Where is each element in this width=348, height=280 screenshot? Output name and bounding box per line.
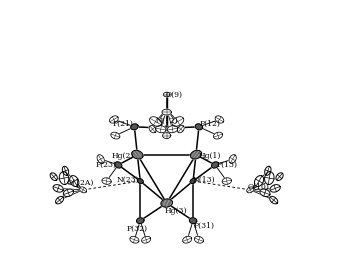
- Polygon shape: [97, 155, 104, 164]
- Polygon shape: [270, 196, 278, 204]
- Polygon shape: [215, 116, 224, 123]
- Polygon shape: [195, 124, 203, 130]
- Polygon shape: [247, 187, 254, 193]
- Polygon shape: [111, 132, 120, 139]
- Polygon shape: [276, 173, 283, 181]
- Polygon shape: [183, 236, 192, 243]
- Text: O(9): O(9): [166, 90, 182, 99]
- Polygon shape: [161, 199, 173, 207]
- Text: P(23): P(23): [95, 161, 116, 169]
- Polygon shape: [150, 117, 161, 126]
- Polygon shape: [260, 189, 270, 197]
- Polygon shape: [59, 172, 69, 185]
- Polygon shape: [265, 166, 271, 175]
- Text: N(12): N(12): [156, 117, 178, 125]
- Polygon shape: [50, 173, 57, 181]
- Polygon shape: [213, 132, 222, 139]
- Polygon shape: [63, 189, 73, 197]
- Polygon shape: [62, 166, 69, 175]
- Polygon shape: [163, 133, 171, 139]
- Polygon shape: [56, 196, 64, 204]
- Polygon shape: [142, 236, 151, 243]
- Polygon shape: [212, 162, 219, 168]
- Text: P(32): P(32): [127, 225, 148, 233]
- Polygon shape: [149, 125, 156, 133]
- Polygon shape: [130, 236, 139, 243]
- Polygon shape: [189, 218, 197, 224]
- Polygon shape: [167, 125, 178, 133]
- Polygon shape: [70, 176, 79, 186]
- Polygon shape: [102, 178, 111, 184]
- Polygon shape: [195, 236, 204, 243]
- Polygon shape: [162, 109, 171, 115]
- Polygon shape: [110, 116, 118, 123]
- Text: P(13): P(13): [216, 161, 237, 169]
- Text: O(10): O(10): [248, 183, 270, 191]
- Polygon shape: [229, 155, 236, 164]
- Polygon shape: [136, 218, 144, 224]
- Text: N(13): N(13): [193, 176, 215, 184]
- Polygon shape: [222, 178, 231, 184]
- Text: Hg(3): Hg(3): [164, 207, 187, 215]
- Polygon shape: [172, 117, 184, 126]
- Polygon shape: [270, 185, 280, 192]
- Polygon shape: [131, 124, 138, 130]
- Polygon shape: [132, 150, 143, 159]
- Polygon shape: [137, 178, 143, 184]
- Text: Hg(1): Hg(1): [199, 152, 221, 160]
- Polygon shape: [190, 178, 196, 184]
- Polygon shape: [264, 172, 274, 185]
- Polygon shape: [164, 92, 170, 97]
- Text: O(12A): O(12A): [67, 179, 94, 186]
- Polygon shape: [164, 126, 170, 130]
- Text: P(12): P(12): [200, 120, 221, 128]
- Polygon shape: [177, 125, 184, 133]
- Polygon shape: [53, 185, 63, 192]
- Text: P(21): P(21): [112, 120, 133, 128]
- Polygon shape: [156, 125, 166, 133]
- Polygon shape: [254, 176, 264, 186]
- Polygon shape: [80, 187, 87, 193]
- Text: P(31): P(31): [194, 222, 215, 230]
- Text: N(23): N(23): [117, 176, 139, 184]
- Polygon shape: [114, 162, 122, 168]
- Polygon shape: [190, 150, 202, 159]
- Text: Hg(2): Hg(2): [111, 152, 134, 160]
